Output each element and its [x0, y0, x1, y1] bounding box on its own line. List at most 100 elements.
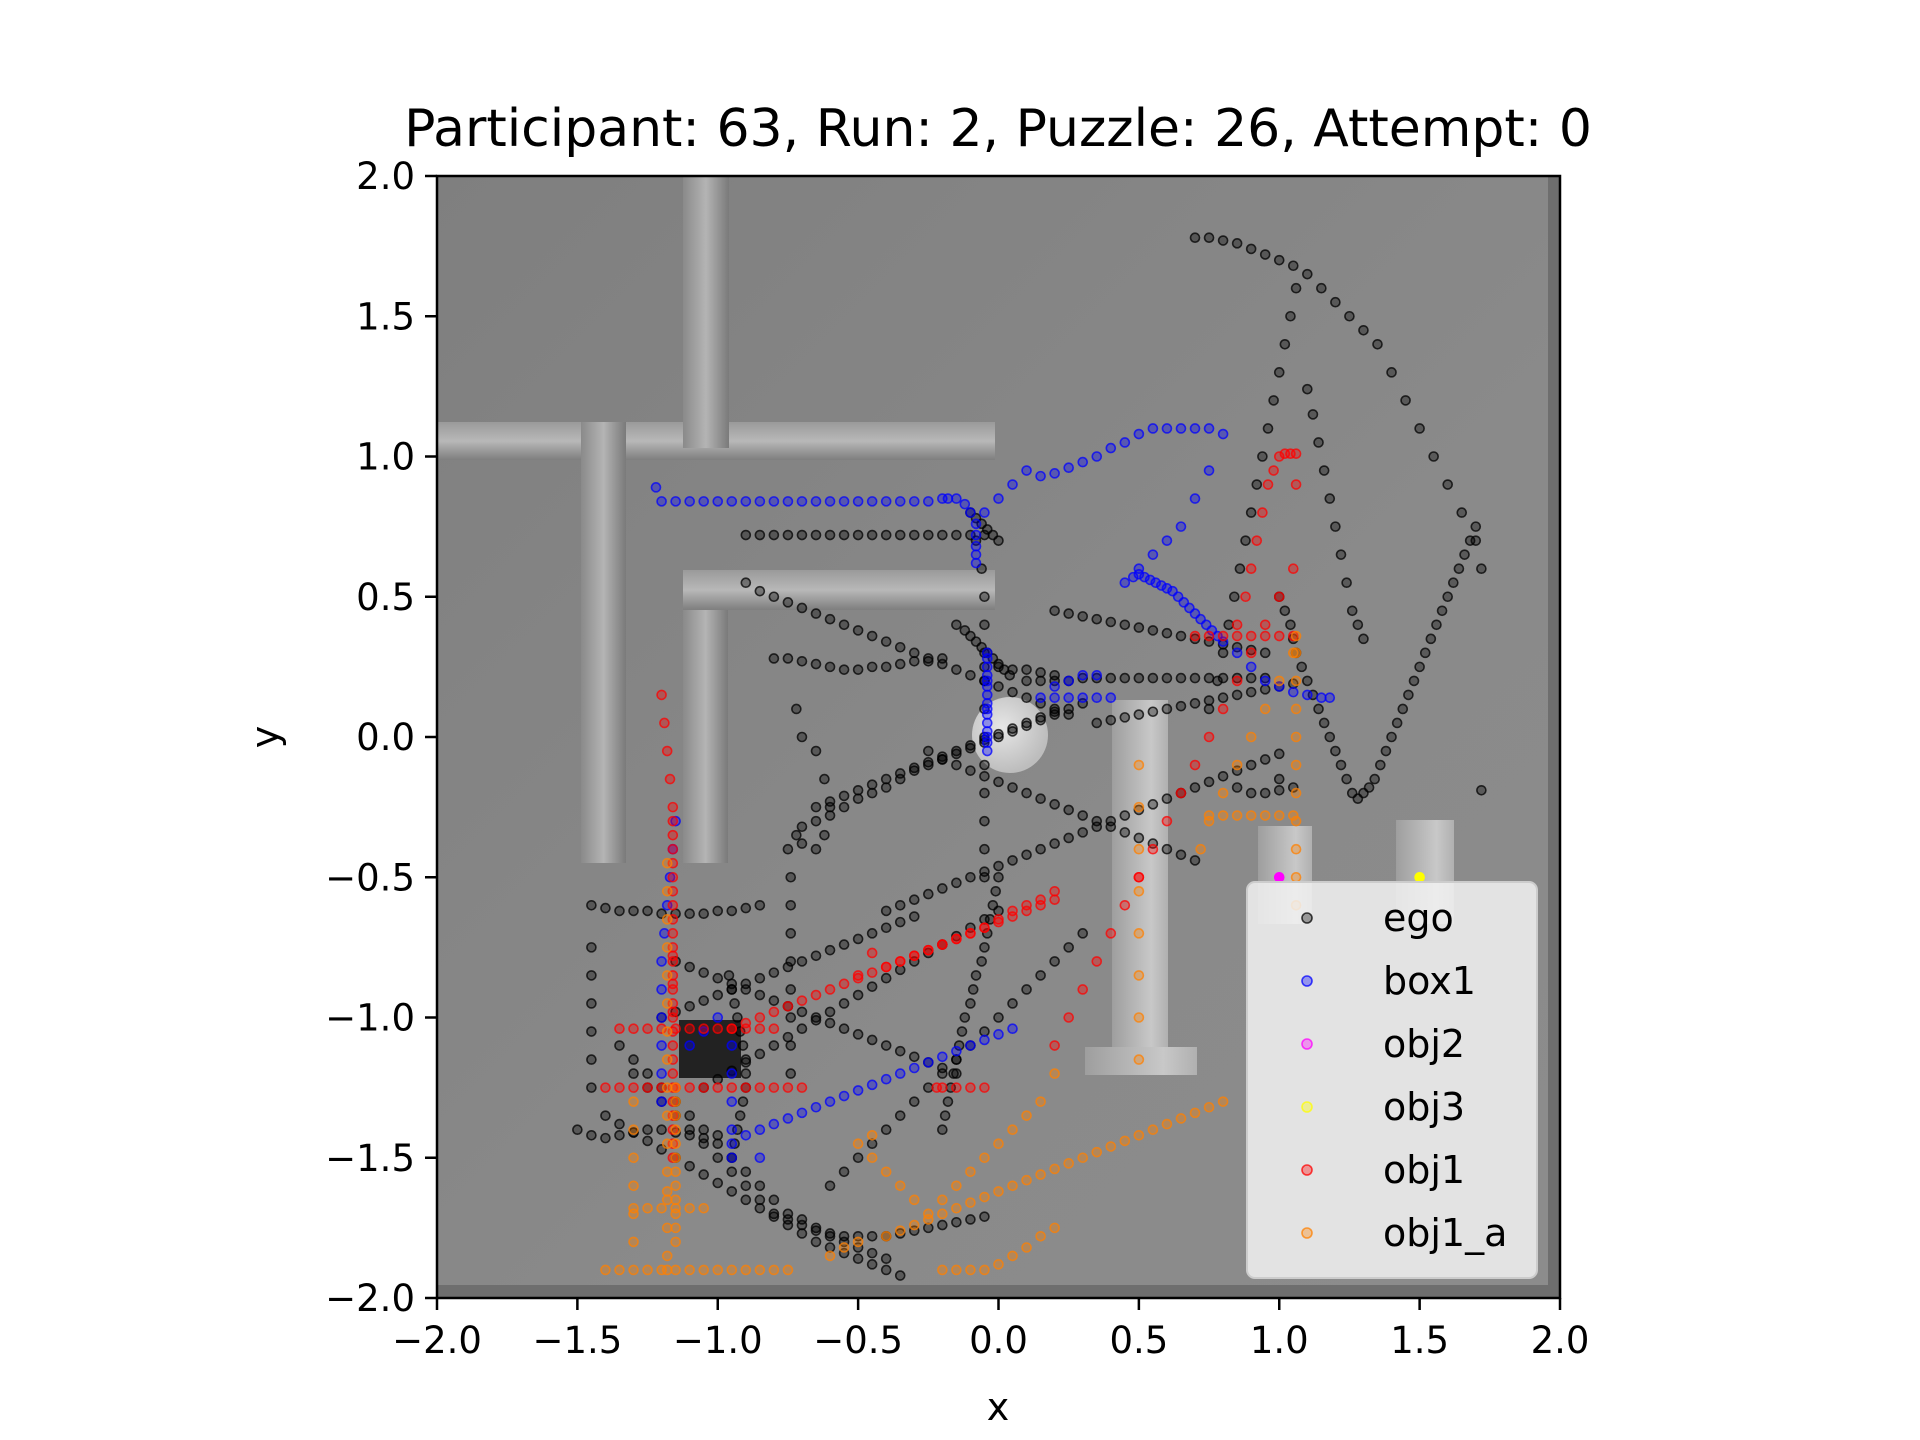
point-ego — [1231, 672, 1243, 684]
point-box1 — [1021, 465, 1032, 476]
point-obj1_a — [670, 1152, 681, 1164]
point-box1 — [1245, 661, 1257, 673]
point-ego — [1231, 782, 1243, 793]
point-box1 — [1161, 423, 1173, 434]
point-obj1 — [1063, 1012, 1074, 1023]
point-obj1 — [1049, 1040, 1060, 1051]
point-obj1 — [1290, 448, 1302, 459]
point-ego — [684, 1124, 695, 1135]
point-obj1_a — [951, 1264, 962, 1276]
point-ego — [1341, 577, 1352, 589]
point-ego — [712, 905, 724, 917]
point-obj1_a — [661, 857, 673, 869]
point-box1 — [656, 496, 667, 507]
point-obj1_a — [1133, 1012, 1145, 1023]
point-ego — [712, 1138, 724, 1150]
point-obj1_a — [670, 1138, 681, 1150]
point-obj1_a — [1217, 787, 1229, 799]
point-obj1 — [712, 1082, 724, 1093]
point-ego — [880, 922, 892, 934]
point-ego — [810, 1225, 822, 1236]
point-box1 — [1161, 535, 1173, 546]
point-ego — [796, 1006, 808, 1018]
point-ego — [614, 1040, 625, 1051]
point-obj1_a — [1133, 759, 1145, 771]
point-obj1 — [1189, 759, 1201, 771]
point-obj1_a — [1091, 1146, 1103, 1158]
x-tick-label: −1.0 — [673, 1319, 763, 1362]
point-obj1_a — [661, 914, 673, 925]
point-ego — [726, 1065, 738, 1077]
legend-label-ego: ego — [1383, 896, 1454, 940]
point-ego — [782, 1031, 794, 1043]
point-ego — [1063, 942, 1074, 953]
point-box1 — [1035, 470, 1046, 482]
point-obj1 — [667, 843, 679, 855]
x-axis: −2.0 −1.5 −1.0 −0.5 0.0 0.5 1.0 1.5 2.0 — [392, 1298, 1589, 1362]
series-obj2 — [1273, 871, 1285, 883]
point-ego — [810, 529, 822, 541]
point-box1 — [726, 496, 738, 507]
point-ego — [923, 655, 934, 667]
point-obj1_a — [1147, 1124, 1159, 1135]
point-ego — [810, 1015, 822, 1026]
point-box1 — [1147, 423, 1159, 434]
point-ego — [838, 1166, 850, 1178]
point-box1 — [1119, 437, 1131, 448]
point-ego — [737, 1040, 749, 1051]
point-obj1 — [937, 939, 948, 950]
series-obj3 — [1414, 871, 1425, 883]
point-ego — [1231, 689, 1243, 701]
point-box1 — [1231, 647, 1243, 659]
point-ego — [1403, 689, 1414, 701]
point-obj1 — [1259, 630, 1271, 642]
point-ego — [1318, 465, 1330, 476]
point-ego — [768, 591, 780, 603]
point-ego — [1105, 821, 1117, 833]
point-ego — [1091, 815, 1103, 827]
point-ego — [1372, 338, 1383, 350]
point-box1 — [1063, 692, 1074, 704]
point-ego — [782, 1214, 794, 1225]
point-obj1_a — [628, 1264, 639, 1276]
point-ego — [993, 871, 1004, 883]
point-ego — [1004, 669, 1016, 681]
y-axis: −2.0 −1.5 −1.0 −0.5 0.0 0.5 1.0 1.5 2.0 — [325, 155, 437, 1320]
legend-items: ego box1 obj2 obj3 obj1 obj1_a — [1301, 896, 1507, 1255]
point-ego — [965, 998, 976, 1009]
point-ego — [1287, 260, 1299, 272]
point-ego — [684, 1000, 695, 1012]
point-box1 — [726, 1068, 738, 1079]
point-ego — [810, 658, 822, 670]
point-ego — [600, 1132, 611, 1144]
point-ego — [979, 770, 990, 782]
point-obj1 — [824, 984, 836, 995]
point-ego — [642, 905, 653, 917]
point-obj1_a — [642, 1202, 653, 1214]
point-ego — [726, 1186, 738, 1197]
point-ego — [1077, 827, 1089, 838]
y-tick-label: 1.0 — [356, 436, 415, 479]
point-obj1 — [1049, 894, 1060, 905]
point-obj1 — [880, 961, 892, 973]
point-ego — [1335, 549, 1347, 560]
point-box1 — [981, 669, 993, 681]
point-ego — [754, 1194, 766, 1206]
room-background — [437, 176, 1560, 1298]
point-ego — [1259, 754, 1271, 765]
legend-marker-obj1 — [1301, 1164, 1313, 1176]
point-ego — [810, 608, 822, 619]
point-box1 — [970, 518, 982, 530]
point-ego — [796, 956, 808, 967]
point-box1 — [951, 1045, 962, 1057]
point-ego — [1234, 563, 1246, 575]
point-obj1_a — [937, 1264, 948, 1276]
point-ego — [965, 740, 976, 751]
point-obj1 — [993, 916, 1004, 928]
point-obj1_a — [965, 1264, 976, 1276]
point-box1 — [740, 1130, 752, 1141]
point-ego — [993, 661, 1004, 673]
point-box1 — [838, 1090, 850, 1102]
point-ego — [1133, 709, 1145, 720]
point-obj1_a — [628, 1124, 639, 1135]
